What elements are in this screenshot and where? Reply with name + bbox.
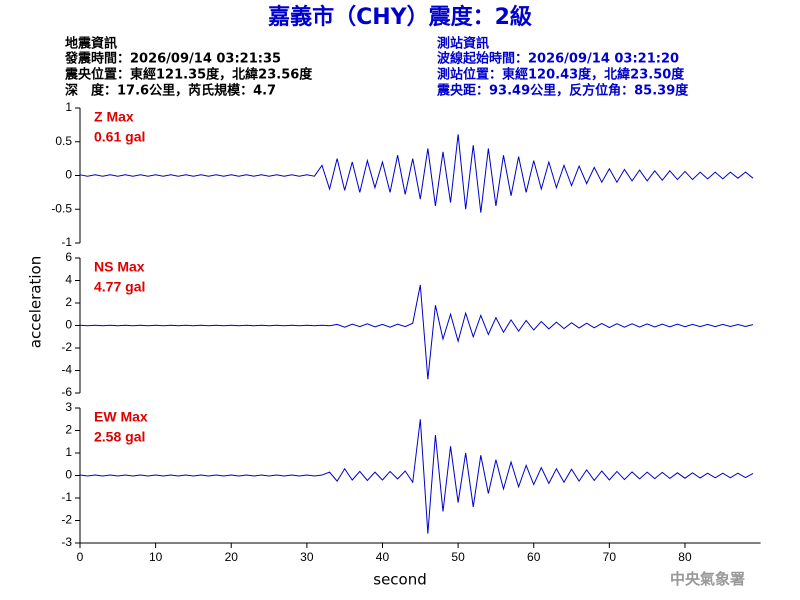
component-label: EW Max <box>94 409 148 425</box>
y-tick-label: 0 <box>65 168 72 182</box>
component-label: NS Max <box>94 259 145 275</box>
y-tick-label: 0 <box>65 318 72 332</box>
info-line: 地震資訊 <box>65 36 117 52</box>
station-info: 測站資訊 波線起始時間：2026/09/14 03:21:20 測站位置：東經1… <box>436 36 689 99</box>
info-line: 發震時間：2026/09/14 03:21:35 <box>64 51 281 67</box>
waveform <box>79 419 754 534</box>
y-tick-label: 1 <box>65 100 72 114</box>
y-tick-label: 3 <box>65 400 72 414</box>
y-tick-label: 4 <box>65 273 72 287</box>
info-line: 震央距：93.49公里，反方位角：85.39度 <box>436 83 689 99</box>
y-tick-label: -1 <box>61 235 72 249</box>
y-axis-label: acceleration <box>27 256 45 348</box>
y-tick-label: -0.5 <box>51 201 72 215</box>
chart-title: 嘉義市（CHY）震度：2級 <box>268 4 532 30</box>
x-axis-label: second <box>373 571 427 589</box>
info-line: 測站位置：東經120.43度，北緯23.50度 <box>437 67 685 83</box>
y-tick-label: -2 <box>61 513 72 527</box>
x-tick-label: 10 <box>149 550 163 564</box>
y-tick-label: 0 <box>65 468 72 482</box>
y-tick-label: -1 <box>61 490 72 504</box>
max-value-label: 2.58 gal <box>94 429 145 445</box>
x-tick-label: 60 <box>527 550 541 564</box>
component-label: Z Max <box>94 109 134 125</box>
y-tick-label: -2 <box>61 340 72 354</box>
x-tick-label: 20 <box>225 550 239 564</box>
x-tick-label: 80 <box>678 550 692 564</box>
y-tick-label: 0.5 <box>55 134 72 148</box>
x-tick-label: 70 <box>603 550 617 564</box>
y-tick-label: 2 <box>65 423 72 437</box>
info-line: 震央位置：東經121.35度，北緯23.56度 <box>64 67 313 83</box>
x-tick-label: 50 <box>451 550 465 564</box>
waveform <box>79 134 754 213</box>
max-value-label: 0.61 gal <box>94 129 145 145</box>
info-line: 深 度：17.6公里，芮氏規模：4.7 <box>65 83 276 99</box>
y-tick-label: -3 <box>61 535 72 549</box>
max-value-label: 4.77 gal <box>94 279 145 295</box>
earthquake-info: 地震資訊 發震時間：2026/09/14 03:21:35 震央位置：東經121… <box>64 36 313 99</box>
x-tick-label: 0 <box>77 550 84 564</box>
waveform <box>79 284 754 380</box>
info-line: 測站資訊 <box>437 36 489 52</box>
y-tick-label: 1 <box>65 445 72 459</box>
y-tick-label: 2 <box>65 295 72 309</box>
y-tick-label: -6 <box>61 385 72 399</box>
x-tick-label: 40 <box>376 550 390 564</box>
info-line: 波線起始時間：2026/09/14 03:21:20 <box>437 51 679 67</box>
x-tick-label: 30 <box>300 550 314 564</box>
y-tick-label: -4 <box>61 363 72 377</box>
y-tick-label: 6 <box>65 250 72 264</box>
watermark: 中央氣象署 <box>670 570 745 588</box>
